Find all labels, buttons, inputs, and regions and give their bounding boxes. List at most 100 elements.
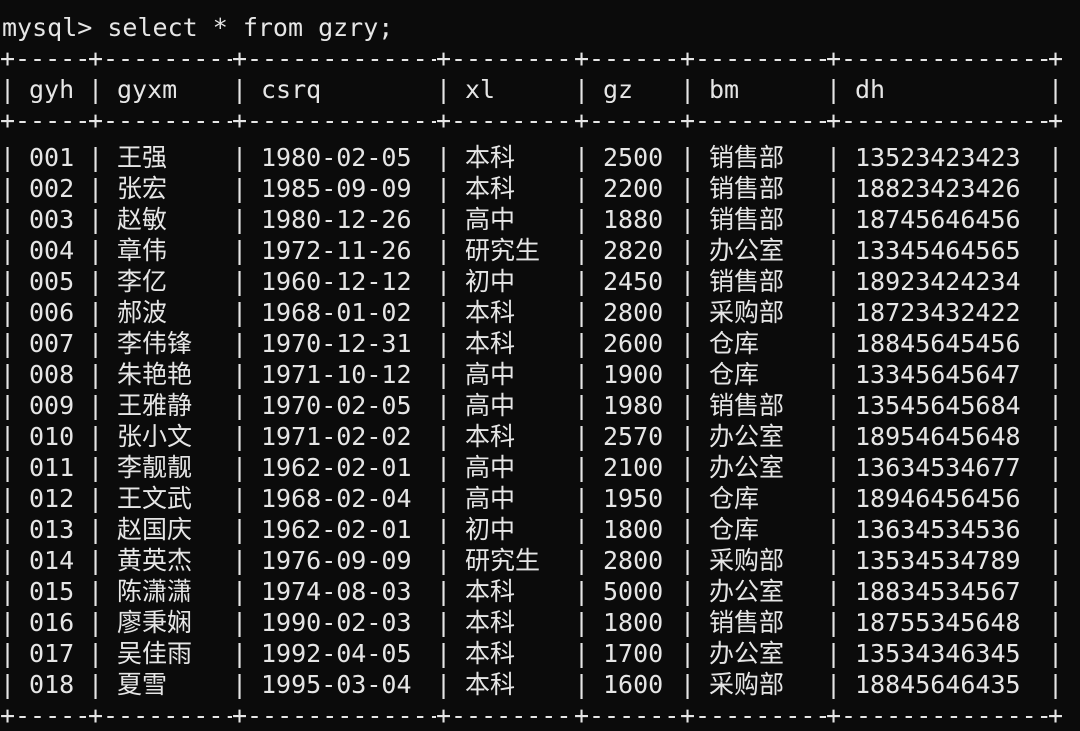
cell-gyh: 018 [29,670,75,699]
cell-xl: 本科 [465,174,516,203]
table-row: | 006 | 郝波 | 1968-01-02 | 本科 | 2800 | 采购部 | 187234324… [0,297,1080,328]
cell-gyh: 005 [29,267,75,296]
cell-gz: 2200 [603,174,664,203]
header-cell-dh: dh [855,75,886,104]
cell-gyh: 016 [29,608,75,637]
column-separator: | [436,577,451,606]
column-separator: | [0,515,15,544]
border-junction: + [436,701,451,730]
column-separator: | [0,546,15,575]
column-separator: | [88,236,103,265]
column-separator: | [0,75,15,104]
border-dashes: ------------------------------ [695,106,826,135]
column-separator: | [574,236,589,265]
column-separator: | [232,453,247,482]
column-separator: | [232,143,247,172]
table-row: | 004 | 章伟 | 1972-11-26 | 研究生 | 2820 | 办公室 | 13345464… [0,235,1080,266]
column-separator: | [574,360,589,389]
column-separator: | [680,608,695,637]
cell-xl: 高中 [465,205,516,234]
column-separator: | [826,670,841,699]
column-separator: | [0,577,15,606]
border-junction: + [1048,106,1063,135]
column-separator: | [574,577,589,606]
table-row: | 013 | 赵国庆 | 1962-02-01 | 初中 | 1800 | 仓库 | 136345345… [0,514,1080,545]
cell-bm: 采购部 [709,546,785,575]
column-separator: | [0,639,15,668]
cell-gyxm: 郝波 [117,298,168,327]
column-separator: | [232,670,247,699]
border-junction: + [826,701,841,730]
border-junction: + [574,44,589,73]
column-separator: | [88,360,103,389]
cell-gz: 2500 [603,143,664,172]
column-separator: | [436,267,451,296]
cell-gz: 2450 [603,267,664,296]
cell-bm: 销售部 [709,143,785,172]
column-separator: | [826,577,841,606]
column-separator: | [436,329,451,358]
column-separator: | [88,577,103,606]
cell-gyxm: 赵国庆 [117,515,193,544]
column-separator: | [574,267,589,296]
cell-bm: 仓库 [709,515,760,544]
cell-csrq: 1995-03-04 [261,670,412,699]
column-separator: | [826,267,841,296]
cell-csrq: 1970-12-31 [261,329,412,358]
border-junction: + [826,44,841,73]
column-separator: | [88,484,103,513]
cell-bm: 仓库 [709,484,760,513]
column-separator: | [88,329,103,358]
column-separator: | [232,577,247,606]
cell-gz: 2570 [603,422,664,451]
column-separator: | [574,515,589,544]
column-separator: | [680,298,695,327]
column-separator: | [826,236,841,265]
border-junction: + [436,44,451,73]
column-separator: | [680,639,695,668]
column-separator: | [826,484,841,513]
column-separator: | [436,298,451,327]
cell-xl: 高中 [465,391,516,420]
column-separator: | [1048,391,1063,420]
column-separator: | [680,329,695,358]
column-separator: | [1048,236,1063,265]
column-separator: | [574,546,589,575]
mysql-result-table: +------------------------------+--------… [0,43,1080,731]
cell-bm: 采购部 [709,670,785,699]
column-separator: | [1048,205,1063,234]
table-row: | 001 | 王强 | 1980-02-05 | 本科 | 2500 | 销售部 | 135234234… [0,142,1080,173]
cell-bm: 销售部 [709,391,785,420]
column-separator: | [88,174,103,203]
table-row: | 007 | 李伟锋 | 1970-12-31 | 本科 | 2600 | 仓库 | 188456454… [0,328,1080,359]
column-separator: | [1048,422,1063,451]
table-row: | 008 | 朱艳艳 | 1971-10-12 | 高中 | 1900 | 仓库 | 133456456… [0,359,1080,390]
border-dashes: ------------------------------ [15,701,88,730]
column-separator: | [0,143,15,172]
border-dashes: ------------------------------ [589,44,680,73]
column-separator: | [680,391,695,420]
border-junction: + [88,106,103,135]
column-separator: | [826,546,841,575]
column-separator: | [680,546,695,575]
table-border-line: +------------------------------+--------… [0,43,1080,74]
column-separator: | [574,298,589,327]
border-junction: + [0,106,15,135]
header-cell-gyh: gyh [29,75,75,104]
column-separator: | [1048,608,1063,637]
header-cell-xl: xl [465,75,496,104]
column-separator: | [0,267,15,296]
column-separator: | [88,75,103,104]
cell-dh: 13523423423 [855,143,1021,172]
cell-xl: 本科 [465,143,516,172]
column-separator: | [88,298,103,327]
cell-gyxm: 朱艳艳 [117,360,193,389]
column-separator: | [680,143,695,172]
cell-xl: 研究生 [465,236,541,265]
cell-gyh: 012 [29,484,75,513]
cell-bm: 仓库 [709,360,760,389]
border-dashes: ------------------------------ [841,44,1048,73]
header-cell-gyxm: gyxm [117,75,178,104]
column-separator: | [1048,484,1063,513]
column-separator: | [574,670,589,699]
